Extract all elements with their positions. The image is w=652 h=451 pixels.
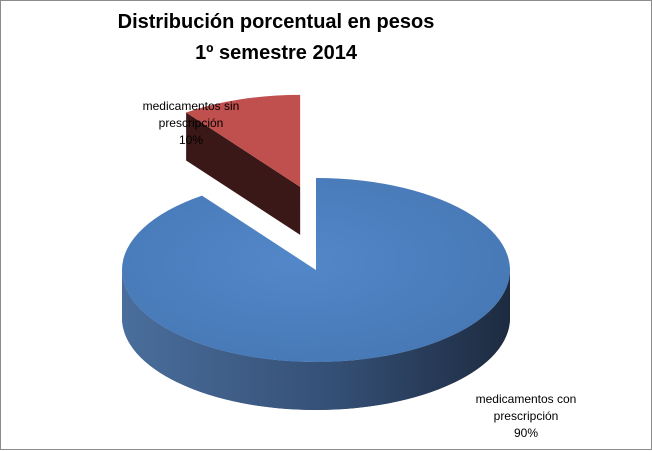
slice-value-label: 10% [178,133,204,147]
slice-label-line: medicamentos con [475,392,577,406]
pie-slice-con [121,178,510,362]
slice-value-label: 90% [513,426,539,440]
pie-slice-con-side [122,270,510,410]
slice-label-line: prescripción [493,409,559,423]
chart-subtitle-line: 1º semestre 2014 [195,42,357,64]
pie-slice-sin [186,94,301,187]
slice-label-line: prescripción [158,116,224,130]
chart-title-line: Distribución porcentual en pesos [117,11,435,33]
pie-slice-sin-wall [186,112,301,235]
slice-label-sin-prescripcion: medicamentos sin prescripción 10% [111,98,271,149]
chart-title: Distribución porcentual en pesos 1º seme… [41,7,511,69]
slice-label-con-prescripcion: medicamentos con prescripción 90% [441,391,611,442]
slice-label-line: medicamentos sin [142,99,240,113]
